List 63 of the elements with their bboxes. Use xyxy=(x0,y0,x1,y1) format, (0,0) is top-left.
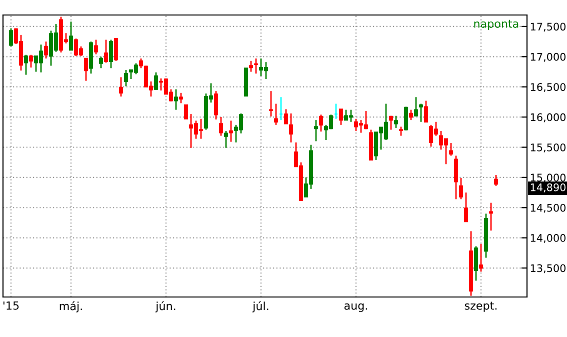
candlestick xyxy=(184,104,188,120)
candlestick xyxy=(338,108,344,126)
x-tick-label: jún. xyxy=(155,301,176,312)
candlestick xyxy=(178,92,184,104)
candlestick xyxy=(424,100,428,123)
candlestick xyxy=(94,39,98,55)
candlestick xyxy=(68,20,74,51)
candlestick xyxy=(44,40,48,60)
candlestick xyxy=(104,39,108,64)
candlestick xyxy=(118,76,124,98)
candlestick xyxy=(154,72,158,91)
candlestick xyxy=(248,60,254,72)
candlestick xyxy=(454,155,458,200)
candlestick xyxy=(24,54,28,76)
x-tick-label: '15 xyxy=(3,302,19,310)
candlestick xyxy=(448,142,454,156)
candlestick xyxy=(404,106,408,132)
y-tick-label: 17,500 xyxy=(530,22,566,32)
candlestick xyxy=(288,112,294,144)
candlestick xyxy=(214,90,218,120)
y-tick-label: 15,500 xyxy=(530,143,566,152)
candlestick xyxy=(84,58,88,82)
candlestick xyxy=(394,115,398,129)
y-tick-label: 17,000 xyxy=(530,52,566,62)
candlestick xyxy=(474,246,478,282)
x-tick-label: júl. xyxy=(252,301,268,312)
candlestick xyxy=(408,109,414,121)
y-tick-label: 14,500 xyxy=(530,204,566,213)
candlestick xyxy=(8,28,14,48)
candlestick xyxy=(414,96,418,118)
candlestick xyxy=(494,174,498,187)
candlestick xyxy=(464,192,468,222)
candlestick xyxy=(224,130,228,149)
candlestick xyxy=(274,103,278,126)
y-tick-label: 16,500 xyxy=(530,83,566,92)
candlestick xyxy=(218,116,224,136)
candlestick xyxy=(458,177,464,200)
candlestick xyxy=(254,58,258,74)
candlestick xyxy=(174,88,178,110)
text: 14,890 xyxy=(530,183,566,192)
candlestick xyxy=(124,69,128,87)
x-tick-label: máj. xyxy=(60,301,82,312)
candlestick xyxy=(418,103,424,123)
candlestick xyxy=(478,243,484,272)
candlestick xyxy=(98,56,104,69)
y-tick-label: 16,000 xyxy=(530,113,566,122)
candlestick xyxy=(228,120,234,143)
candlestick xyxy=(488,202,494,232)
candlestick xyxy=(318,114,324,132)
candlestick xyxy=(114,38,118,62)
chart-subtitle: naponta xyxy=(474,20,518,30)
candlestick xyxy=(388,115,394,130)
candlestick xyxy=(108,39,114,69)
x-tick-label: aug. xyxy=(344,303,368,312)
candlestick xyxy=(314,119,318,142)
candlestick xyxy=(398,126,404,136)
y-tick-label: 13,500 xyxy=(530,264,566,274)
x-tick-label: szept. xyxy=(464,302,496,312)
candlestick xyxy=(28,54,34,68)
candlestick xyxy=(284,108,288,124)
y-tick-label: 14,000 xyxy=(530,234,566,243)
candlestick xyxy=(268,90,274,118)
y-tick-label: 15,000 xyxy=(530,174,566,183)
